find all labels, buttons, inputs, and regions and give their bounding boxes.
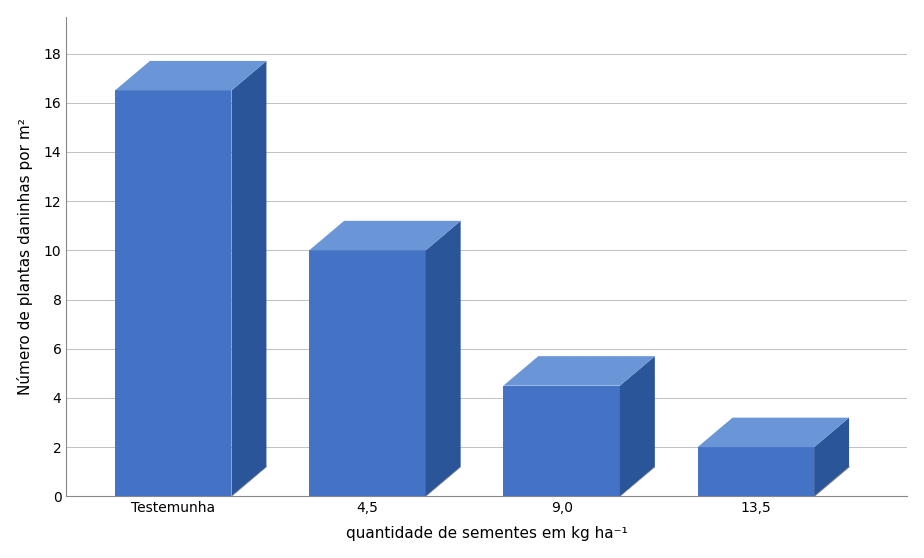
Polygon shape (115, 90, 232, 497)
X-axis label: quantidade de sementes em kg ha⁻¹: quantidade de sementes em kg ha⁻¹ (346, 526, 627, 541)
Y-axis label: Número de plantas daninhas por m²: Número de plantas daninhas por m² (17, 118, 32, 395)
Polygon shape (698, 417, 849, 447)
Polygon shape (232, 61, 266, 497)
Polygon shape (310, 221, 461, 251)
Polygon shape (115, 61, 266, 90)
Polygon shape (310, 251, 426, 497)
Polygon shape (504, 356, 655, 386)
Polygon shape (698, 447, 814, 497)
Polygon shape (504, 386, 620, 497)
Polygon shape (814, 417, 849, 497)
Polygon shape (426, 221, 461, 497)
Polygon shape (620, 356, 655, 497)
